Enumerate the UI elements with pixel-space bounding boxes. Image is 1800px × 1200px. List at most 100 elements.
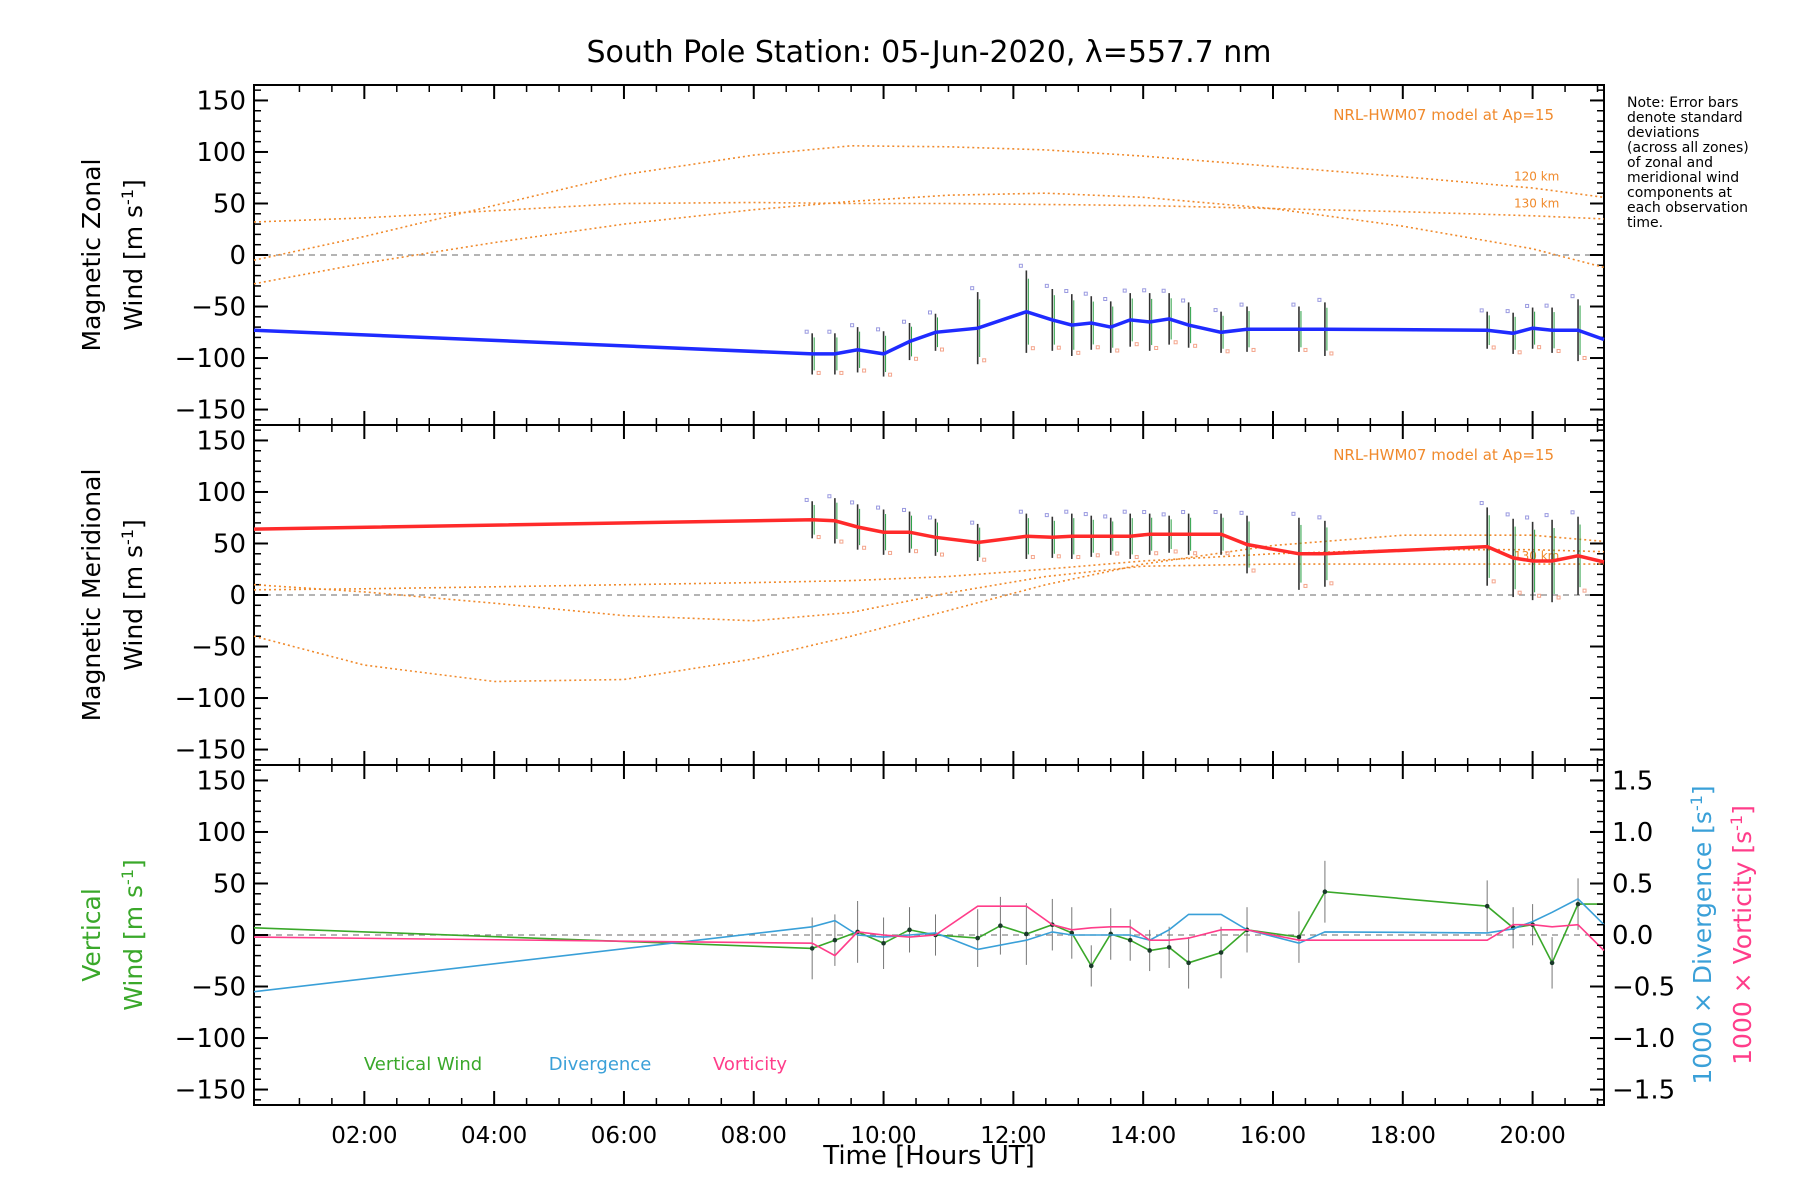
scatter-marker	[1095, 553, 1100, 558]
panel-meridional: 150 100 50 0 −50 −100 −150 Magnetic Meridional W…	[77, 424, 1605, 766]
scatter-marker	[1291, 511, 1296, 516]
scatter-marker	[804, 497, 809, 502]
scatter-marker	[827, 329, 832, 334]
scatter-marker	[1103, 297, 1108, 301]
scatter-marker	[902, 319, 907, 324]
scatter-marker	[1556, 595, 1561, 600]
scatter-marker	[1517, 350, 1522, 355]
scatter-marker	[1083, 291, 1088, 296]
scatter-marker	[1213, 308, 1218, 313]
y-tick-label: 100	[196, 818, 246, 848]
scatter-marker	[939, 552, 944, 557]
scatter-marker	[1161, 512, 1166, 517]
x-axis-label: Time [Hours UT]	[822, 1141, 1035, 1171]
scatter-marker	[1030, 555, 1035, 560]
scatter-marker	[914, 549, 919, 554]
y-tick-label: 50	[213, 189, 246, 219]
scatter-marker	[1213, 510, 1218, 515]
y-tick-label: −50	[191, 633, 246, 663]
scatter-marker	[1517, 590, 1522, 595]
data-point	[809, 946, 815, 951]
scatter-marker	[1076, 555, 1081, 560]
y-axis-label-text: Wind [m s	[119, 545, 148, 671]
series-line-vorticity	[253, 905, 1605, 957]
scatter-marker	[888, 372, 893, 377]
y-axis-label-sup: -1	[118, 189, 137, 205]
y2-tick-label: −1.5	[1612, 1076, 1675, 1106]
y-axis-label-close: ]	[119, 519, 148, 529]
y-axis-label-line2: Wind [m s-1]	[118, 859, 149, 1011]
scatter-marker	[1173, 549, 1178, 554]
y-tick-label: 150	[196, 766, 246, 796]
scatter-marker	[1122, 509, 1127, 514]
scatter-marker	[888, 550, 893, 555]
x-tick-label: 06:00	[591, 1123, 657, 1149]
model-alt-label: 130 km	[1514, 197, 1559, 211]
model-line	[253, 563, 1604, 622]
scatter-marker	[1030, 346, 1035, 351]
scatter-marker	[839, 539, 844, 544]
panels: 150 100 50 0 −50 −100 −150 Magnetic Zonal Wind […	[77, 84, 1757, 1149]
scatter-marker	[1064, 289, 1069, 294]
scatter-marker	[839, 370, 844, 375]
scatter-marker	[862, 545, 867, 550]
scatter-marker	[1537, 593, 1542, 598]
x-tick-label: 04:00	[461, 1123, 527, 1149]
scatter-marker	[927, 515, 932, 520]
x-tick-label: 18:00	[1370, 1123, 1436, 1149]
y-axis-label-sup: -1	[118, 529, 137, 545]
scatter-marker	[1134, 555, 1139, 560]
x-tick-label: 10:00	[850, 1123, 916, 1149]
x-tick-label: 14:00	[1110, 1123, 1176, 1149]
note-line: time.	[1627, 215, 1664, 231]
scatter-marker	[970, 286, 975, 291]
legend-item: Divergence	[549, 1054, 652, 1075]
note-line: Note: Error bars	[1627, 95, 1739, 111]
y2-tick-label: 0.5	[1612, 869, 1653, 899]
x-tick-label: 16:00	[1240, 1123, 1306, 1149]
scatter-marker	[1115, 348, 1120, 353]
scatter-marker	[1018, 509, 1023, 514]
y2-tick-label: −0.5	[1612, 973, 1675, 1003]
x-tick-label: 02:00	[331, 1123, 397, 1149]
y-tick-label: −150	[175, 1076, 246, 1106]
scatter-marker	[804, 329, 809, 334]
vorticity-label-close: ]	[1728, 805, 1757, 815]
model-line	[253, 144, 1605, 261]
data-point	[832, 937, 838, 943]
data-point	[1549, 960, 1555, 966]
chart-title: South Pole Station: 05-Jun-2020, λ=557.7…	[586, 35, 1271, 70]
scatter-marker	[1525, 303, 1530, 308]
y2-tick-label: −1.0	[1612, 1024, 1675, 1054]
divergence-axis-label: 1000 × Divergence [s-1]	[1687, 785, 1718, 1084]
scatter-marker	[1544, 513, 1549, 518]
scatter-marker	[1239, 510, 1244, 515]
panel-zonal: 150 100 50 0 −50 −100 −150 Magnetic Zonal Wind […	[77, 84, 1605, 426]
scatter-marker	[982, 358, 987, 363]
divergence-label-close: ]	[1688, 785, 1717, 795]
scatter-marker	[1181, 510, 1186, 515]
data-point	[1322, 889, 1328, 895]
vorticity-label-text: 1000 × Vorticity [s	[1728, 831, 1757, 1065]
data-point	[1296, 934, 1302, 940]
legend-item: Vertical Wind	[364, 1054, 482, 1075]
model-alt-label: 120 km	[1514, 170, 1559, 184]
y-tick-label: 100	[196, 138, 246, 168]
scatter-marker	[1303, 347, 1308, 352]
series-line-divergence	[253, 897, 1605, 993]
y-axis-label-line2: Wind [m s-1]	[118, 179, 149, 331]
scatter-marker	[1134, 342, 1139, 347]
vorticity-label-sup: -1	[1727, 815, 1746, 831]
scatter-marker	[1291, 302, 1296, 307]
model-line	[253, 534, 1605, 683]
y2-tick-label: 1.5	[1612, 766, 1653, 796]
model-line	[253, 548, 1605, 591]
scatter-marker	[1083, 512, 1088, 517]
scatter-marker	[1181, 298, 1186, 303]
scatter-marker	[1225, 551, 1230, 556]
scatter-marker	[1056, 554, 1061, 559]
scatter-marker	[1570, 294, 1575, 299]
data-point	[1186, 960, 1191, 966]
y-tick-label: −50	[191, 973, 246, 1003]
